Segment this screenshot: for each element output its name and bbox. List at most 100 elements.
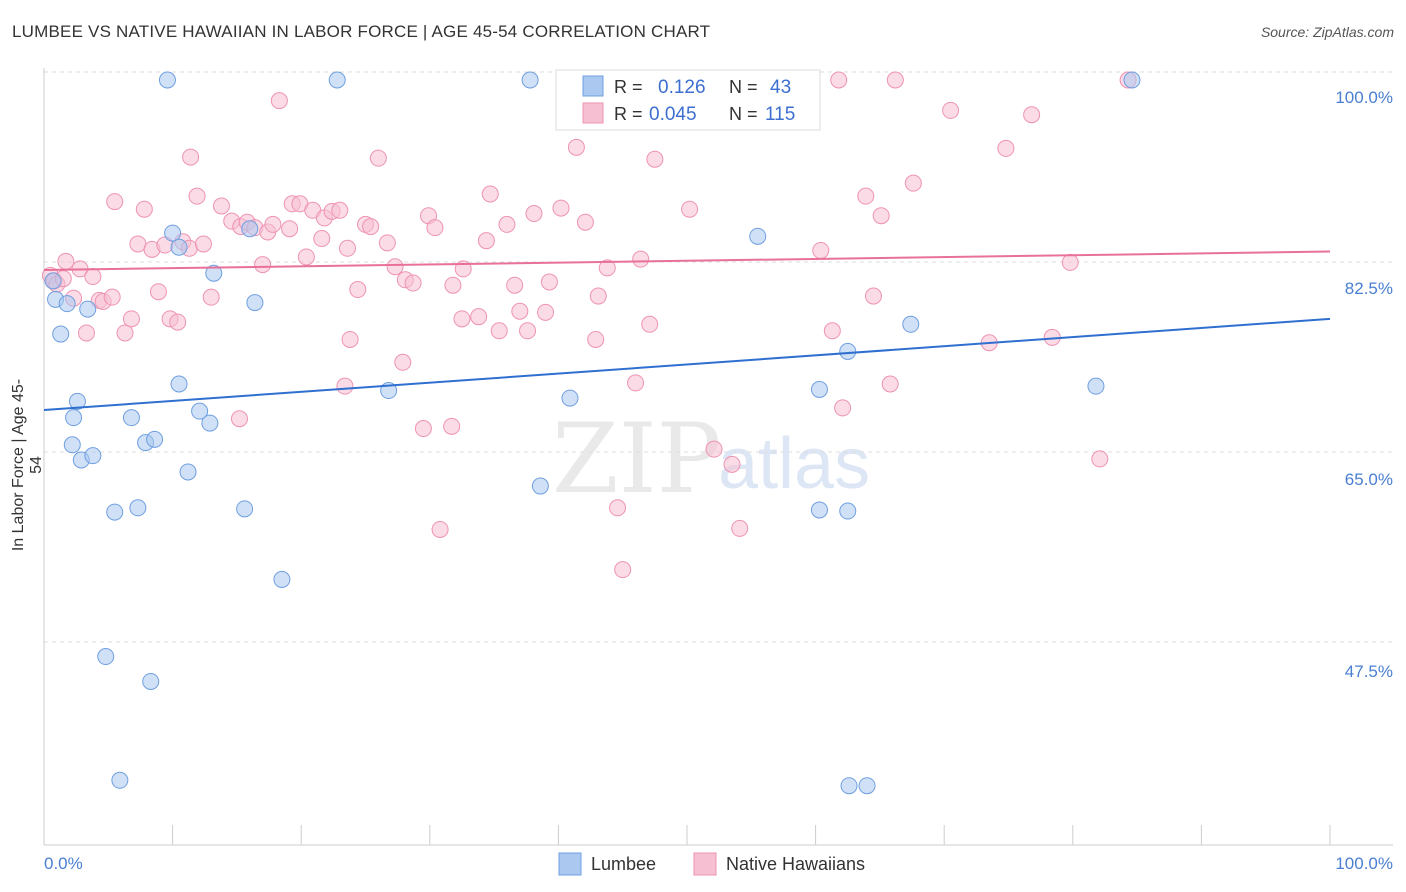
hawaiian-point: [576, 213, 594, 231]
lumbee-point: [122, 409, 140, 427]
hawaiian-point: [1061, 253, 1079, 271]
hawaiian-point: [511, 302, 529, 320]
hawaiian-point: [506, 276, 524, 294]
lumbee-point: [52, 325, 70, 343]
hawaiian-point: [106, 193, 124, 211]
legend-swatch-hawaiian: [582, 102, 604, 124]
x-tick-label-max: 100.0%: [1335, 854, 1393, 873]
hawaiian-point: [834, 399, 852, 417]
hawaiian-point: [519, 322, 537, 340]
chart-title: LUMBEE VS NATIVE HAWAIIAN IN LABOR FORCE…: [12, 22, 711, 41]
lumbee-point: [840, 777, 858, 795]
lumbee-points: [44, 71, 1141, 795]
lumbee-point: [44, 272, 62, 290]
hawaiian-point: [169, 313, 187, 331]
hawaiian-point: [129, 235, 147, 253]
hawaiian-point: [540, 273, 558, 291]
hawaiian-point: [477, 232, 495, 250]
hawaiian-point: [443, 417, 461, 435]
hawaiian-point: [230, 410, 248, 428]
legend-n-label: N =: [729, 77, 758, 97]
trend-lines: [43, 250, 1331, 412]
legend-n-value: 115: [765, 104, 795, 125]
gridlines: [44, 71, 1393, 643]
hawaiian-point: [627, 374, 645, 392]
hawaiian-point: [641, 315, 659, 333]
lumbee-point: [146, 430, 164, 448]
lumbee-point: [65, 409, 83, 427]
lumbee-point: [179, 463, 197, 481]
hawaiian-point: [609, 499, 627, 517]
hawaiian-point: [349, 281, 367, 299]
hawaiian-point: [723, 455, 741, 473]
hawaiian-point: [470, 308, 488, 326]
legend-r-label: R =: [614, 77, 643, 97]
hawaiian-point: [864, 287, 882, 305]
y-tick-label: 100.0%: [1335, 88, 1393, 107]
hawaiian-point: [313, 230, 331, 248]
lumbee-point: [810, 380, 828, 398]
bottom-legend-swatch-lumbee: [558, 852, 582, 876]
lumbee-point: [205, 264, 223, 282]
legend-r-value: 0.045: [649, 104, 697, 125]
hawaiian-point: [338, 239, 356, 257]
hawaiian-point: [103, 288, 121, 306]
hawaiian-point: [122, 310, 140, 328]
lumbee-point: [839, 342, 857, 360]
hawaiian-point: [830, 71, 848, 89]
hawaiian-point: [872, 207, 890, 225]
hawaiian-point: [614, 561, 632, 579]
lumbee-point: [749, 227, 767, 245]
lumbee-point: [241, 220, 259, 238]
hawaiian-point: [997, 139, 1015, 157]
lumbee-point: [201, 414, 219, 432]
hawaiian-point: [254, 256, 272, 274]
legend-box: R = 0.126 N = 43 R = 0.045 N = 115: [555, 69, 821, 131]
hawaiian-point: [857, 187, 875, 205]
lumbee-point: [191, 402, 209, 420]
hawaiian-point: [281, 220, 299, 238]
hawaiian-trend-line: [43, 250, 1331, 271]
hawaiian-point: [537, 303, 555, 321]
hawaiian-point: [194, 235, 212, 253]
lumbee-point: [63, 436, 81, 454]
hawaiian-point: [444, 276, 462, 294]
hawaiian-point: [731, 519, 749, 537]
hawaiian-point: [270, 92, 288, 110]
lumbee-point: [839, 502, 857, 520]
lumbee-trend-line: [43, 317, 1331, 412]
watermark-zip: ZIP: [552, 403, 721, 515]
lumbee-point: [236, 500, 254, 518]
hawaiian-point: [404, 274, 422, 292]
lumbee-point: [328, 71, 346, 89]
hawaiian-point: [149, 283, 167, 301]
legend-n-label: N =: [729, 104, 758, 124]
hawaiian-point: [632, 250, 650, 268]
hawaiian-point: [567, 138, 585, 156]
hawaiian-point: [297, 248, 315, 266]
hawaiian-point: [362, 218, 380, 236]
hawaiian-point: [886, 71, 904, 89]
lumbee-point: [1087, 377, 1105, 395]
bottom-legend-hawaiian: Native Hawaiians: [726, 854, 865, 874]
hawaiian-point: [705, 440, 723, 458]
legend-r-value: 0.126: [658, 77, 706, 98]
hawaiian-point: [498, 215, 516, 233]
lumbee-point: [142, 672, 160, 690]
hawaiian-point: [589, 287, 607, 305]
hawaiian-point: [525, 205, 543, 223]
hawaiian-point: [369, 149, 387, 167]
hawaiian-point: [453, 310, 471, 328]
hawaiian-point: [77, 324, 95, 342]
hawaiian-point: [336, 377, 354, 395]
lumbee-point: [521, 71, 539, 89]
hawaiian-point: [414, 420, 432, 438]
hawaiian-point: [57, 252, 75, 270]
lumbee-point: [111, 771, 129, 789]
hawaiian-point: [84, 268, 102, 286]
lumbee-point: [68, 392, 86, 410]
lumbee-point: [129, 499, 147, 517]
lumbee-point: [158, 71, 176, 89]
hawaiian-point: [331, 201, 349, 219]
